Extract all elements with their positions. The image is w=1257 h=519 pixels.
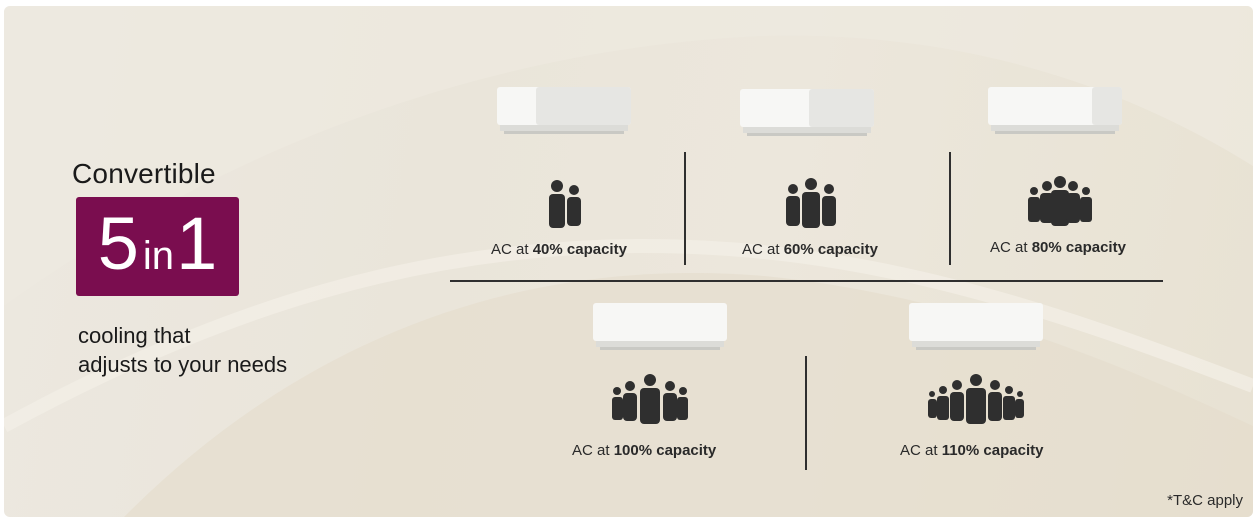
- badge-number-right: 1: [176, 202, 218, 285]
- terms-footnote: *T&C apply: [1167, 492, 1243, 509]
- divider-vertical: [805, 356, 807, 470]
- capacity-label-80: AC at 80% capacity: [990, 239, 1126, 256]
- capacity-label-40: AC at 40% capacity: [491, 241, 627, 258]
- air-conditioner-icon: [497, 87, 631, 134]
- air-conditioner-icon: [593, 303, 727, 350]
- people-group-icon: [1028, 176, 1092, 226]
- air-conditioner-icon: [740, 89, 874, 136]
- air-conditioner-icon: [988, 87, 1122, 134]
- divider-vertical: [949, 152, 951, 265]
- subtext-line-1: cooling that: [78, 323, 191, 348]
- subtext-line-2: adjusts to your needs: [78, 352, 288, 377]
- five-in-one-badge: 5 in 1: [76, 197, 239, 296]
- divider-vertical: [684, 152, 686, 265]
- badge-in: in: [142, 234, 175, 278]
- divider-horizontal: [450, 280, 1163, 282]
- people-group-icon: [549, 180, 581, 228]
- headline: Convertible: [72, 158, 216, 189]
- capacity-label-60: AC at 60% capacity: [742, 241, 878, 258]
- badge-number-left: 5: [97, 202, 139, 285]
- capacity-label-110: AC at 110% capacity: [900, 442, 1044, 459]
- people-group-icon: [928, 374, 1024, 424]
- subtext: cooling that adjusts to your needs: [78, 321, 287, 379]
- capacity-label-100: AC at 100% capacity: [572, 442, 717, 459]
- people-group-icon: [786, 178, 836, 228]
- air-conditioner-icon: [909, 303, 1043, 350]
- people-group-icon: [612, 374, 688, 424]
- feature-banner: Convertible 5 in 1 cooling that adjusts …: [4, 6, 1253, 517]
